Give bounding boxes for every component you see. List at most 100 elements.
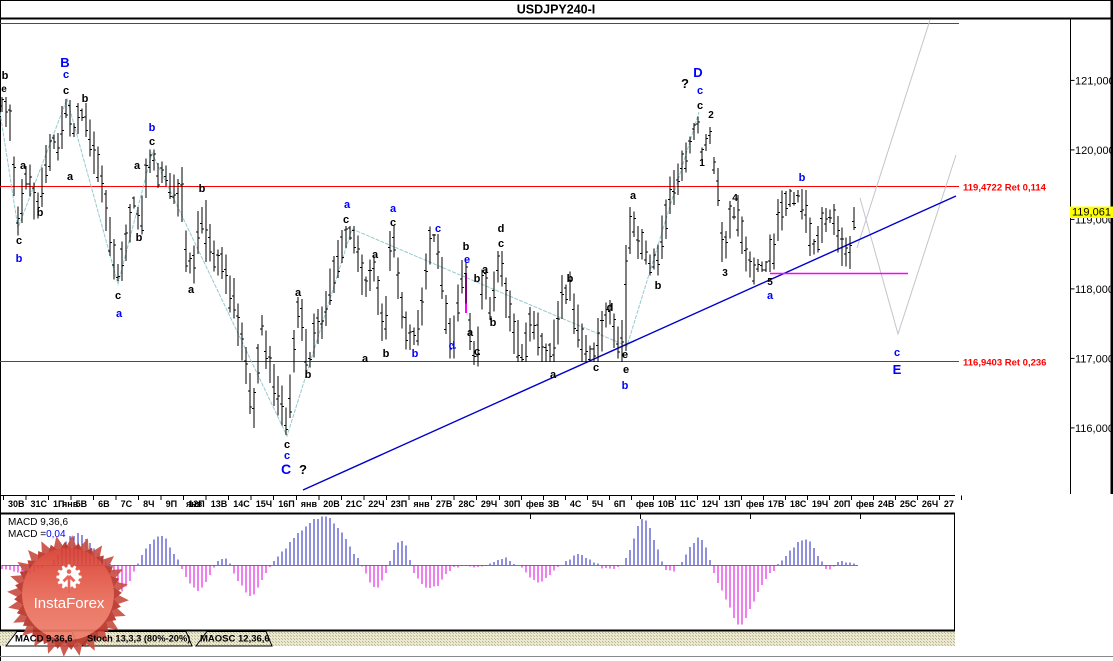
svg-text:e: e bbox=[623, 364, 629, 376]
svg-text:c: c bbox=[16, 235, 22, 247]
svg-text:a: a bbox=[295, 287, 302, 299]
svg-text:a: a bbox=[20, 160, 27, 172]
svg-text:4: 4 bbox=[732, 193, 738, 204]
svg-text:?: ? bbox=[681, 76, 689, 91]
svg-text:c: c bbox=[284, 450, 290, 462]
svg-text:14С: 14С bbox=[233, 499, 250, 509]
svg-text:b: b bbox=[622, 380, 629, 392]
svg-text:янв: янв bbox=[413, 499, 430, 509]
svg-text:a: a bbox=[134, 160, 141, 172]
svg-text:25С: 25С bbox=[900, 499, 917, 509]
svg-text:1: 1 bbox=[699, 158, 705, 169]
svg-text:1П: 1П bbox=[53, 499, 64, 509]
svg-text:b: b bbox=[655, 280, 662, 292]
svg-text:янв: янв bbox=[301, 499, 318, 509]
svg-text:d: d bbox=[607, 302, 614, 314]
svg-text:10В: 10В bbox=[658, 499, 675, 509]
svg-text:c: c bbox=[149, 136, 155, 148]
svg-text:c: c bbox=[63, 85, 69, 97]
svg-text:119,061: 119,061 bbox=[1072, 207, 1111, 219]
svg-text:5В: 5В bbox=[76, 499, 88, 509]
svg-text:D: D bbox=[693, 65, 702, 80]
svg-text:29Ч: 29Ч bbox=[481, 499, 497, 509]
svg-text:27: 27 bbox=[944, 499, 954, 509]
svg-text:27В: 27В bbox=[436, 499, 453, 509]
svg-text:b: b bbox=[305, 369, 312, 381]
svg-text:b: b bbox=[383, 348, 390, 360]
svg-text:a: a bbox=[188, 284, 195, 296]
svg-text:a: a bbox=[630, 190, 637, 202]
svg-text:c: c bbox=[474, 346, 480, 358]
svg-text:c: c bbox=[697, 100, 703, 112]
svg-text:30В: 30В bbox=[8, 499, 25, 509]
svg-text:InstaForex: InstaForex bbox=[34, 595, 105, 612]
svg-text:24В: 24В bbox=[878, 499, 895, 509]
svg-text:a: a bbox=[550, 369, 557, 381]
svg-text:c: c bbox=[498, 238, 504, 250]
svg-text:янв: янв bbox=[62, 499, 79, 509]
svg-text:c: c bbox=[697, 85, 703, 97]
svg-text:c: c bbox=[63, 69, 69, 81]
svg-text:a: a bbox=[344, 199, 351, 211]
svg-text:a: a bbox=[482, 264, 489, 276]
svg-text:121,000: 121,000 bbox=[1075, 75, 1113, 87]
svg-text:C: C bbox=[281, 461, 291, 477]
svg-text:b: b bbox=[136, 232, 143, 244]
svg-text:a: a bbox=[116, 308, 123, 320]
svg-text:c: c bbox=[284, 439, 290, 451]
svg-text:6П: 6П bbox=[614, 499, 625, 509]
svg-text:B: B bbox=[60, 55, 69, 70]
svg-text:b: b bbox=[490, 317, 497, 329]
svg-text:USDJPY240-I: USDJPY240-I bbox=[517, 3, 596, 17]
svg-text:a: a bbox=[767, 290, 774, 302]
svg-text:5: 5 bbox=[767, 277, 773, 288]
svg-text:117,000: 117,000 bbox=[1075, 353, 1113, 365]
svg-text:c: c bbox=[435, 223, 441, 235]
svg-text:a: a bbox=[362, 353, 369, 365]
svg-text:20В: 20В bbox=[323, 499, 340, 509]
svg-text:b: b bbox=[2, 70, 9, 82]
svg-text:20П: 20П bbox=[834, 499, 850, 509]
svg-text:E: E bbox=[893, 362, 902, 377]
svg-text:13В: 13В bbox=[211, 499, 228, 509]
svg-text:b: b bbox=[149, 122, 156, 134]
svg-text:d: d bbox=[498, 223, 505, 235]
svg-text:8Ч: 8Ч bbox=[143, 499, 154, 509]
svg-text:11С: 11С bbox=[680, 499, 697, 509]
svg-text:9П: 9П bbox=[166, 499, 177, 509]
svg-text:26Ч: 26Ч bbox=[922, 499, 938, 509]
svg-text:Stoch 13,3,3 (80%-20%): Stoch 13,3,3 (80%-20%) bbox=[87, 634, 190, 644]
svg-text:22Ч: 22Ч bbox=[368, 499, 384, 509]
svg-text:фев: фев bbox=[526, 499, 545, 509]
svg-text:c: c bbox=[390, 217, 396, 229]
svg-text:a: a bbox=[467, 327, 474, 339]
svg-text:b: b bbox=[799, 172, 806, 184]
svg-text:118,000: 118,000 bbox=[1075, 284, 1113, 296]
svg-text:фев: фев bbox=[746, 499, 765, 509]
svg-text:3В: 3В bbox=[548, 499, 560, 509]
svg-text:фев: фев bbox=[856, 499, 875, 509]
svg-text:7С: 7С bbox=[121, 499, 133, 509]
svg-text:a: a bbox=[67, 171, 74, 183]
svg-text:31С: 31С bbox=[31, 499, 48, 509]
svg-text:b: b bbox=[199, 183, 206, 195]
svg-text:19Ч: 19Ч bbox=[812, 499, 828, 509]
svg-text:e: e bbox=[622, 349, 628, 361]
svg-text:13П: 13П bbox=[724, 499, 740, 509]
svg-text:e: e bbox=[464, 254, 470, 266]
svg-text:MACD 9,36,6: MACD 9,36,6 bbox=[8, 517, 68, 528]
svg-text:21С: 21С bbox=[346, 499, 363, 509]
svg-text:b: b bbox=[412, 348, 419, 360]
svg-text:янв: янв bbox=[186, 499, 203, 509]
svg-text:116,9403 Ret 0,236: 116,9403 Ret 0,236 bbox=[963, 358, 1046, 369]
svg-text:119,4722 Ret 0,114: 119,4722 Ret 0,114 bbox=[963, 183, 1047, 194]
svg-text:b: b bbox=[463, 241, 470, 253]
svg-text:c: c bbox=[894, 347, 900, 359]
svg-text:a: a bbox=[390, 203, 397, 215]
svg-text:23П: 23П bbox=[391, 499, 407, 509]
svg-text:e: e bbox=[1, 84, 7, 95]
svg-text:4С: 4С bbox=[570, 499, 582, 509]
svg-text:b: b bbox=[82, 93, 89, 105]
svg-text:c: c bbox=[343, 214, 349, 226]
svg-text:MACD 9,36,6: MACD 9,36,6 bbox=[15, 634, 73, 645]
